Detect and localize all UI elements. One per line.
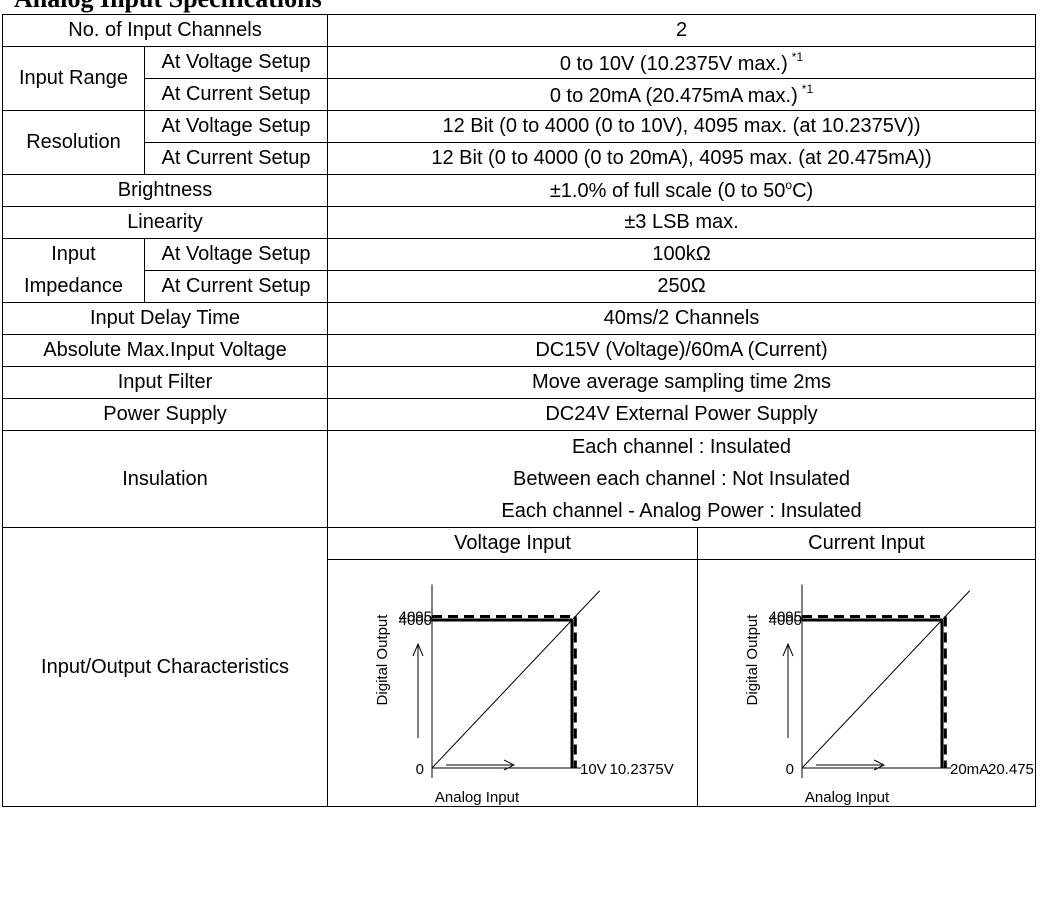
table-row: No. of Input Channels 2: [2, 14, 1036, 47]
insulation-line: Between each channel : Not Insulated: [513, 468, 850, 490]
sublabel-resolution-current: At Current Setup: [144, 142, 328, 175]
insulation-line: Each channel : Insulated: [571, 436, 792, 458]
label-resolution: Resolution: [2, 110, 145, 175]
value-insulation: Each channel : Insulated Between each ch…: [327, 430, 1036, 528]
spec-table: No. of Input Channels 2 Input Range At V…: [2, 14, 1036, 807]
value-power: DC24V External Power Supply: [327, 398, 1036, 431]
brightness-text-post: C): [792, 180, 814, 202]
y-tick-label: 4095: [399, 608, 432, 625]
sublabel-impedance-voltage: At Voltage Setup: [144, 238, 328, 271]
label-power: Power Supply: [2, 398, 328, 431]
table-row: Absolute Max.Input Voltage DC15V (Voltag…: [2, 334, 1036, 367]
label-impedance-line1: Input: [2, 238, 145, 271]
x-tick-label: 20.475mA: [988, 761, 1034, 778]
y-arrowhead-icon: [782, 642, 794, 656]
footnote-mark: *1: [791, 49, 804, 64]
value-abs-max: DC15V (Voltage)/60mA (Current): [327, 334, 1036, 367]
table-row: At Current Setup 0 to 20mA (20.475mA max…: [3, 78, 1036, 111]
table-row: Input/Output Characteristics Voltage Inp…: [2, 527, 1036, 807]
header-voltage-input: Voltage Input: [327, 527, 698, 560]
x-tick-label: 10.2375V: [610, 761, 674, 778]
table-row: Input Range At Voltage Setup 0 to 10V (1…: [2, 46, 1036, 111]
label-insulation: Insulation: [2, 430, 328, 528]
x-axis-label: Analog Input: [805, 789, 890, 806]
value-impedance-current: 250Ω: [327, 270, 1036, 303]
range-current-text: 0 to 20mA (20.475mA max.): [549, 84, 798, 107]
label-brightness: Brightness: [2, 174, 328, 207]
value-linearity: ±3 LSB max.: [327, 206, 1036, 239]
table-row: Brightness ±1.0% of full scale (0 to 50o…: [2, 174, 1036, 207]
range-voltage-text: 0 to 10V (10.2375V max.): [559, 52, 788, 75]
value-range-voltage: 0 to 10V (10.2375V max.) *1: [327, 46, 1036, 79]
brightness-text-pre: ±1.0% of full scale (0 to 50: [549, 180, 786, 202]
x-tick-label: 10V: [580, 761, 607, 778]
value-impedance-voltage: 100kΩ: [327, 238, 1036, 271]
label-channels: No. of Input Channels: [2, 14, 328, 47]
label-filter: Input Filter: [2, 366, 328, 399]
degree-mark: o: [785, 178, 793, 192]
table-row: At Current Setup 12 Bit (0 to 4000 (0 to…: [3, 142, 1036, 175]
x-arrowhead-icon: [873, 759, 886, 770]
y-axis-label: Digital Output: [744, 613, 761, 705]
y-axis-label: Digital Output: [374, 613, 391, 705]
section-title: Analog Input Specifications: [0, 0, 1046, 14]
x-tick-label: 0: [416, 761, 424, 778]
y-tick-label: 4000: [769, 612, 802, 629]
value-brightness: ±1.0% of full scale (0 to 50oC): [327, 174, 1036, 207]
sublabel-resolution-voltage: At Voltage Setup: [144, 110, 328, 143]
label-io: Input/Output Characteristics: [2, 527, 328, 807]
table-row: Insulation Each channel : Insulated Betw…: [2, 430, 1036, 528]
table-row: Input At Voltage Setup 100kΩ: [2, 238, 1036, 271]
label-input-range: Input Range: [2, 46, 145, 111]
header-current-input: Current Input: [697, 527, 1036, 560]
table-row: Input Filter Move average sampling time …: [2, 366, 1036, 399]
label-abs-max: Absolute Max.Input Voltage: [2, 334, 328, 367]
chart-cell-voltage: 4095 4000 0 10V 10.2375V Analog Input Digital …: [327, 559, 698, 807]
value-channels: 2: [327, 14, 1036, 47]
value-filter: Move average sampling time 2ms: [327, 366, 1036, 399]
x-axis-label: Analog Input: [435, 789, 520, 806]
x-arrowhead-icon: [503, 759, 516, 770]
footnote-mark: *1: [801, 81, 814, 96]
value-range-current: 0 to 20mA (20.475mA max.) *1: [327, 78, 1036, 111]
x-tick-label: 20mA: [950, 761, 989, 778]
x-tick-label: 0: [786, 761, 794, 778]
label-linearity: Linearity: [2, 206, 328, 239]
table-row: Impedance At Current Setup 250Ω: [2, 270, 1036, 303]
value-resolution-current: 12 Bit (0 to 4000 (0 to 20mA), 4095 max.…: [327, 142, 1036, 175]
label-impedance-line2: Impedance: [2, 270, 145, 303]
sublabel-range-voltage: At Voltage Setup: [144, 46, 328, 79]
y-tick-label: 4095: [769, 608, 802, 625]
y-tick-label: 4000: [399, 612, 432, 629]
table-row: Resolution At Voltage Setup 12 Bit (0 to…: [2, 110, 1036, 175]
table-row: Power Supply DC24V External Power Supply: [2, 398, 1036, 431]
insulation-line: Each channel - Analog Power : Insulated: [501, 500, 862, 522]
y-arrowhead-icon: [412, 642, 424, 656]
value-resolution-voltage: 12 Bit (0 to 4000 (0 to 10V), 4095 max. …: [327, 110, 1036, 143]
table-row: Input Delay Time 40ms/2 Channels: [2, 302, 1036, 335]
table-row: Linearity ±3 LSB max.: [2, 206, 1036, 239]
value-delay: 40ms/2 Channels: [327, 302, 1036, 335]
table-row: 4095 4000 0 10V 10.2375V Analog Input Digital …: [3, 559, 1036, 807]
sublabel-impedance-current: At Current Setup: [144, 270, 328, 303]
sublabel-range-current: At Current Setup: [144, 78, 328, 111]
section-title-text: Analog Input Specifications: [14, 0, 322, 12]
label-delay: Input Delay Time: [2, 302, 328, 335]
